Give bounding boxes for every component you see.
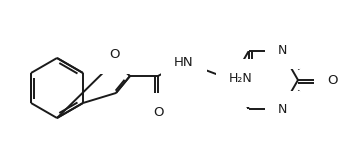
Text: O: O: [153, 106, 163, 119]
Text: O: O: [110, 48, 120, 61]
Text: O: O: [243, 80, 254, 93]
Text: H₂N: H₂N: [229, 72, 252, 85]
Text: N: N: [278, 103, 287, 116]
Text: O: O: [327, 73, 337, 86]
Text: N: N: [278, 44, 287, 57]
Text: H₂N: H₂N: [229, 72, 252, 85]
Text: HN: HN: [174, 55, 194, 69]
